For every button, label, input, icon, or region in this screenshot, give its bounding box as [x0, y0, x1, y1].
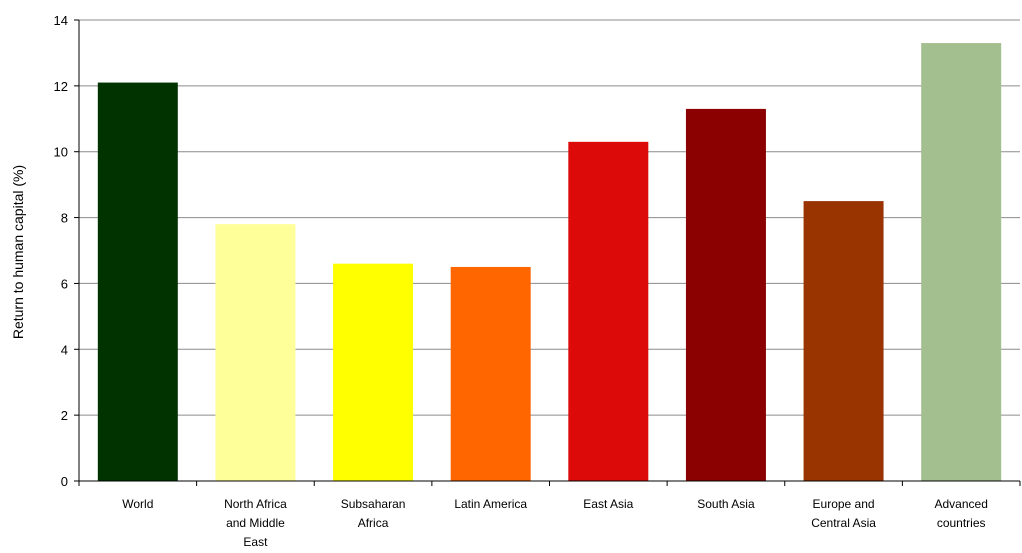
x-tick-label: Advanced countries — [935, 497, 988, 530]
x-tick-label: North Africa and Middle East — [224, 497, 287, 549]
bar — [215, 224, 296, 481]
bar — [685, 108, 766, 482]
x-tick-label: South Asia — [697, 497, 755, 511]
axes — [74, 19, 1021, 486]
y-tick-label: 10 — [54, 145, 68, 160]
x-tick-labels: World North Africa and Middle East Subsahara… — [122, 497, 988, 549]
x-tick-label: East Asia — [583, 497, 633, 511]
x-tick-label: World — [122, 497, 153, 511]
y-axis-label: Return to human capital (%) — [10, 165, 26, 339]
y-tick-label: 12 — [54, 79, 68, 94]
bar — [921, 43, 1002, 482]
bar — [333, 263, 414, 481]
x-tick-label: Subsaharan Africa — [341, 497, 406, 530]
bars — [97, 43, 1002, 482]
y-tick-label: 2 — [61, 408, 68, 423]
x-tick-label: Latin America — [454, 497, 527, 511]
y-tick-label: 4 — [61, 342, 68, 357]
y-tick-label: 14 — [54, 13, 68, 28]
bar — [450, 266, 531, 481]
bar — [97, 82, 178, 482]
y-tick-labels: 0 2 4 6 8 10 12 14 — [54, 13, 68, 489]
y-tick-label: 8 — [61, 211, 68, 226]
y-tick-label: 0 — [61, 474, 68, 489]
x-tick-label: Europe and Central Asia — [811, 497, 876, 530]
bar — [568, 141, 649, 482]
y-tick-label: 6 — [61, 276, 68, 291]
bar — [803, 201, 884, 481]
